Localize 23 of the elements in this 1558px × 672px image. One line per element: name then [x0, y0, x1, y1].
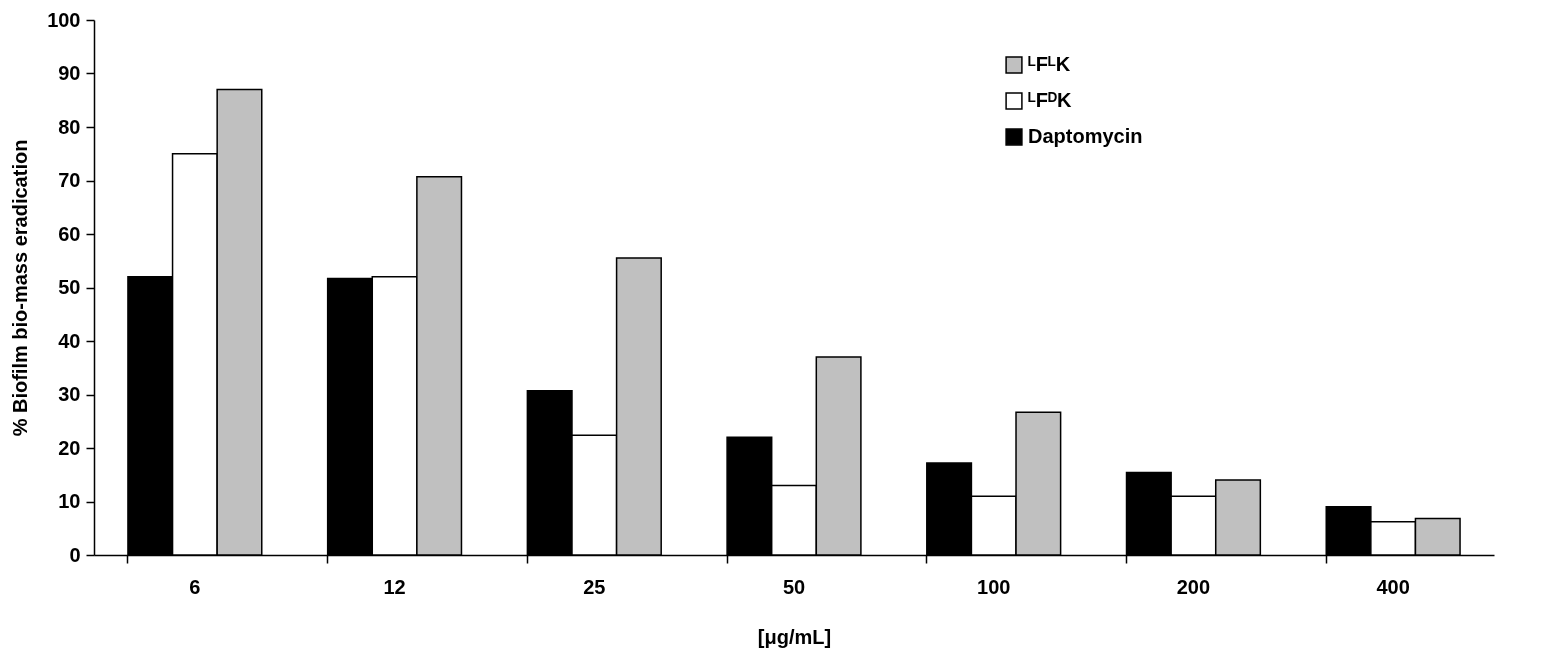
x-tick-label: 12 — [383, 575, 406, 598]
y-tick-label: 10 — [58, 490, 81, 512]
x-tick-label: 100 — [977, 575, 1011, 598]
y-tick-label: 100 — [47, 8, 81, 31]
x-tick-label: 50 — [782, 575, 806, 598]
x-tick-label: 25 — [583, 575, 606, 598]
x-axis-title: [μg/mL] — [757, 625, 832, 648]
y-tick-label: 60 — [58, 222, 81, 245]
x-tick-label: 400 — [1376, 575, 1410, 598]
legend-label: ᴸFᴸK — [1028, 53, 1071, 75]
legend-label: Daptomycin — [1028, 125, 1143, 147]
x-tick-label: 200 — [1176, 575, 1211, 598]
y-tick-label: 20 — [58, 436, 81, 459]
y-axis-title: % Biofilm bio-mass eradication — [9, 139, 32, 437]
y-tick-label: 30 — [58, 383, 81, 405]
y-tick-label: 50 — [58, 276, 81, 298]
y-tick-label: 0 — [69, 543, 81, 566]
x-tick-label: 6 — [189, 575, 201, 598]
y-tick-label: 90 — [58, 62, 81, 84]
y-tick-label: 70 — [58, 169, 81, 191]
y-tick-label: 40 — [58, 329, 81, 352]
y-tick-label: 80 — [58, 115, 81, 138]
legend-label: ᴸFᴰK — [1028, 89, 1073, 111]
